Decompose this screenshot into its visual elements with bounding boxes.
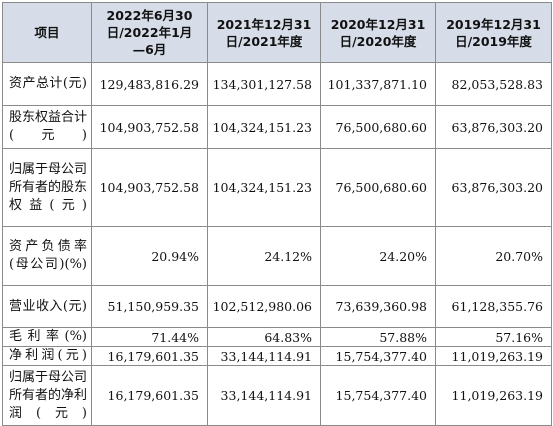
header-period-2020: 2020年12月31日/2020年度 [320,2,436,63]
row-label: 营业收入(元) [2,285,92,328]
cell-value: 11,019,263.19 [435,346,552,366]
header-period-2021-label: 2021年12月31日/2021年度 [216,16,312,49]
header-period-2020-label: 2020年12月31日/2020年度 [330,16,426,49]
cell-value: 24.12% [207,226,321,286]
cell-value: 102,512,980.06 [207,285,321,328]
cell-value: 15,754,377.40 [320,365,436,426]
cell-value: 104,903,752.58 [91,148,208,227]
table-body: 资产总计(元) 129,483,816.29 134,301,127.58 10… [2,62,552,426]
row-label: 毛利率(%) [2,327,92,347]
header-period-2021: 2021年12月31日/2021年度 [207,2,321,63]
cell-value: 82,053,528.83 [435,62,552,106]
table-row: 净利润(元) 16,179,601.35 33,144,114.91 15,75… [2,346,552,366]
cell-value: 64.83% [207,327,321,347]
row-label: 归属于母公司所有者的股东权益(元) [2,148,92,227]
row-label: 股东权益合计(元) [2,105,92,149]
cell-value: 134,301,127.58 [207,62,321,106]
cell-value: 73,639,360.98 [320,285,436,328]
cell-value: 24.20% [320,226,436,286]
row-label: 归属于母公司所有者的净利润(元) [2,365,92,426]
row-label: 资产总计(元) [2,62,92,106]
table-row: 归属于母公司所有者的净利润(元) 16,179,601.35 33,144,11… [2,365,552,426]
table-row: 归属于母公司所有者的股东权益(元) 104,903,752.58 104,324… [2,148,552,227]
cell-value: 63,876,303.20 [435,148,552,227]
cell-value: 129,483,816.29 [91,62,208,106]
header-item: 项目 [2,2,92,63]
cell-value: 104,324,151.23 [207,105,321,149]
cell-value: 76,500,680.60 [320,105,436,149]
cell-value: 61,128,355.76 [435,285,552,328]
cell-value: 11,019,263.19 [435,365,552,426]
table-row: 毛利率(%) 71.44% 64.83% 57.88% 57.16% [2,327,552,347]
cell-value: 71.44% [91,327,208,347]
cell-value: 104,324,151.23 [207,148,321,227]
row-label: 资产负债率(母公司)(%) [2,226,92,286]
cell-value: 57.88% [320,327,436,347]
cell-value: 33,144,114.91 [207,365,321,426]
cell-value: 101,337,871.10 [320,62,436,106]
cell-value: 20.94% [91,226,208,286]
table-row: 资产负债率(母公司)(%) 20.94% 24.12% 24.20% 20.70… [2,226,552,286]
cell-value: 76,500,680.60 [320,148,436,227]
header-period-2019: 2019年12月31日/2019年度 [435,2,552,63]
table-row: 股东权益合计(元) 104,903,752.58 104,324,151.23 … [2,105,552,149]
cell-value: 51,150,959.35 [91,285,208,328]
header-period-2022h1: 2022年6月30日/2022年1月—6月 [91,2,208,63]
cell-value: 57.16% [435,327,552,347]
cell-value: 33,144,114.91 [207,346,321,366]
cell-value: 16,179,601.35 [91,346,208,366]
header-row: 项目 2022年6月30日/2022年1月—6月 2021年12月31日/202… [2,2,552,63]
header-period-2019-label: 2019年12月31日/2019年度 [446,16,541,49]
cell-value: 15,754,377.40 [320,346,436,366]
row-label: 净利润(元) [2,346,92,366]
cell-value: 16,179,601.35 [91,365,208,426]
cell-value: 63,876,303.20 [435,105,552,149]
table-header: 项目 2022年6月30日/2022年1月—6月 2021年12月31日/202… [2,2,552,63]
cell-value: 104,903,752.58 [91,105,208,149]
cell-value: 20.70% [435,226,552,286]
header-period-2022h1-label: 2022年6月30日/2022年1月—6月 [106,8,193,57]
table-row: 资产总计(元) 129,483,816.29 134,301,127.58 10… [2,62,552,106]
table-row: 营业收入(元) 51,150,959.35 102,512,980.06 73,… [2,285,552,328]
